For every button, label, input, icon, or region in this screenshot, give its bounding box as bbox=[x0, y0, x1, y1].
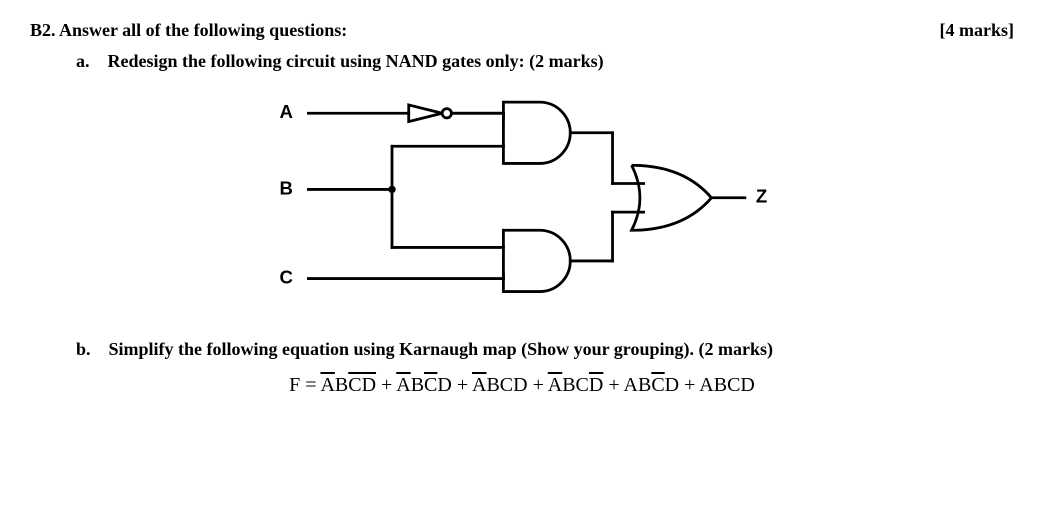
marks-header: [4 marks] bbox=[940, 20, 1015, 41]
part-a: a. Redesign the following circuit using … bbox=[76, 51, 1014, 72]
svg-text:C: C bbox=[279, 266, 292, 287]
svg-text:Z: Z bbox=[756, 186, 767, 207]
part-b-label: b. bbox=[76, 339, 91, 359]
circuit-diagram: A B C Z bbox=[30, 80, 1014, 315]
equation-lhs: F = bbox=[289, 374, 320, 396]
part-b-text: Simplify the following equation using Ka… bbox=[109, 339, 773, 359]
svg-text:A: A bbox=[279, 101, 292, 122]
part-a-label: a. bbox=[76, 51, 90, 71]
question-header: B2. Answer all of the following question… bbox=[30, 20, 347, 41]
part-b: b. Simplify the following equation using… bbox=[76, 339, 1014, 360]
svg-text:B: B bbox=[279, 177, 292, 198]
equation: F = ABCD + ABCD + ABCD + ABCD + ABCD + A… bbox=[30, 374, 1014, 397]
equation-terms: ABCD + ABCD + ABCD + ABCD + ABCD + ABCD bbox=[320, 374, 754, 396]
part-a-text: Redesign the following circuit using NAN… bbox=[108, 51, 604, 71]
